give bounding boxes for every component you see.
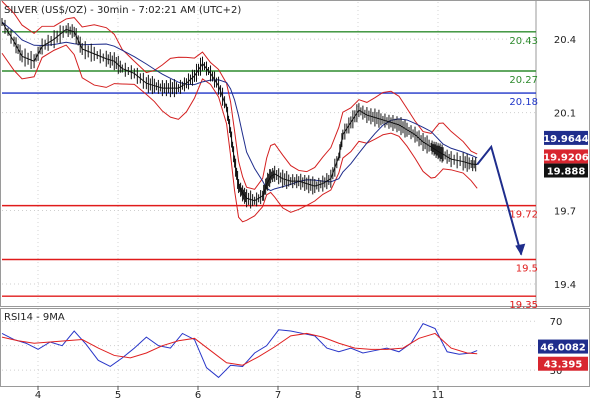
rsi-tag-label: 46.0082 xyxy=(540,343,586,354)
price-tag-label: 19.888 xyxy=(547,167,586,178)
level-label-20.27: 20.27 xyxy=(509,75,538,86)
x-tick-label: 5 xyxy=(115,390,121,400)
price-panel: 19.4 19.7 20.1 20.4 20.43 20.27 20.18 19.72 19.5… xyxy=(0,0,590,386)
price-panel-frame xyxy=(0,0,590,307)
rsi-y-tick: 30 xyxy=(550,366,563,377)
price-y-tick: 20.4 xyxy=(554,35,576,46)
price-tag-19.888 xyxy=(544,163,588,178)
x-axis: 4 5 6 7 8 11 xyxy=(35,386,445,401)
chart-title: SILVER (US$/OZ) - 30min - 7:02:21 AM (UT… xyxy=(4,5,241,16)
price-tag-label: 19.9206 xyxy=(543,152,589,163)
rsi-ma-line xyxy=(1,332,478,366)
price-y-tick: 20.1 xyxy=(554,109,576,120)
price-y-tick: 19.4 xyxy=(554,280,576,291)
level-label-20.18: 20.18 xyxy=(509,97,538,108)
price-tag-label: 19.9644 xyxy=(543,134,589,145)
x-tick-label: 8 xyxy=(355,390,361,400)
price-line xyxy=(1,21,478,202)
price-tag-19.9644 xyxy=(544,130,588,145)
x-tick-label: 11 xyxy=(432,390,445,400)
price-tag-19.9206 xyxy=(544,149,588,164)
lower-band-line xyxy=(1,44,478,223)
forecast-arrow-line xyxy=(476,144,523,255)
price-y-tick: 19.7 xyxy=(554,207,576,218)
moving-average-line xyxy=(1,21,478,192)
rsi-tag-43.395 xyxy=(538,356,588,371)
forecast-arrow-head xyxy=(515,243,526,256)
rsi-title: RSI14 - 9MA xyxy=(4,312,65,323)
rsi-tag-label: 43.395 xyxy=(544,360,583,371)
x-tick-label: 7 xyxy=(275,390,281,400)
x-tick-label: 6 xyxy=(195,390,201,400)
level-label-20.43: 20.43 xyxy=(509,36,538,47)
level-label-19.5: 19.5 xyxy=(516,263,538,274)
level-label-19.35: 19.35 xyxy=(509,300,538,311)
rsi-tag-46.0082 xyxy=(538,339,588,354)
upper-band-line xyxy=(1,0,478,190)
level-label-19.72: 19.72 xyxy=(509,210,538,221)
x-tick-label: 4 xyxy=(35,390,41,400)
rsi-y-tick: 70 xyxy=(550,317,563,328)
